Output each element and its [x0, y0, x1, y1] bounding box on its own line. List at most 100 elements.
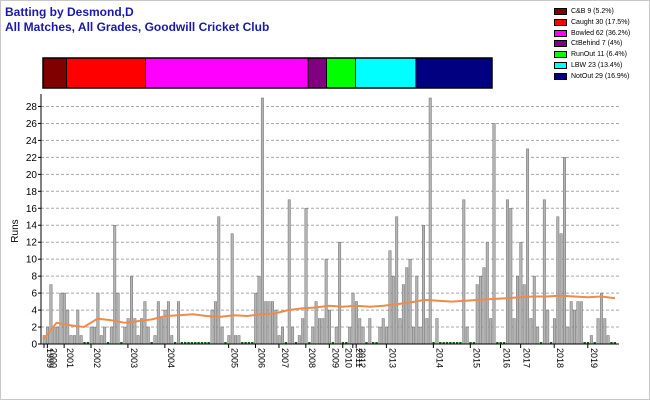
chart-subtitle: All Matches, All Grades, Goodwill Cricke… — [5, 20, 270, 34]
innings-bar — [83, 342, 86, 344]
innings-bar — [251, 342, 254, 344]
innings-bar — [432, 342, 435, 344]
innings-bar — [194, 342, 197, 344]
innings-bar — [354, 301, 358, 345]
legend: C&B 9 (5.2%) Caught 30 (17.5%) Bowled 62… — [552, 7, 646, 83]
innings-bar — [449, 342, 452, 344]
innings-bar — [341, 342, 345, 344]
innings-bar — [62, 292, 66, 345]
innings-bar — [257, 275, 261, 345]
innings-bar — [207, 342, 210, 344]
innings-bar — [123, 326, 127, 345]
y-tick-label: 16 — [26, 204, 38, 215]
year-label: 2013 — [387, 348, 397, 368]
innings-bar — [72, 335, 76, 345]
y-tick-label: 10 — [26, 255, 38, 266]
innings-bar — [150, 342, 153, 344]
year-label: 2007 — [280, 348, 290, 368]
innings-bar — [200, 342, 204, 344]
y-tick-label: 8 — [31, 272, 37, 283]
year-label: 2012 — [357, 348, 367, 368]
innings-bar — [573, 309, 577, 345]
innings-bar — [499, 342, 502, 344]
year-label: 2002 — [92, 348, 102, 368]
innings-bar — [254, 292, 258, 345]
legend-label: C&B 9 (5.2%) — [571, 8, 614, 15]
innings-bar — [260, 97, 264, 345]
legend-swatch — [554, 51, 567, 59]
innings-bar — [425, 318, 429, 345]
year-label: 2019 — [589, 348, 599, 368]
innings-bar — [516, 275, 519, 345]
innings-bar — [546, 309, 550, 345]
innings-bar — [301, 318, 305, 345]
year-label: 2010 — [344, 348, 354, 368]
year-label: 2018 — [555, 348, 565, 368]
dismissal-segment — [415, 57, 493, 89]
legend-swatch — [554, 18, 567, 26]
innings-bar — [472, 342, 476, 344]
innings-bar — [170, 335, 174, 345]
year-label: 2001 — [65, 348, 75, 368]
innings-bar — [197, 342, 200, 344]
y-tick-label: 0 — [31, 340, 37, 351]
innings-bar — [153, 335, 157, 345]
innings-bar — [338, 241, 342, 345]
y-axis-label: Runs — [10, 219, 21, 242]
innings-bar — [529, 318, 533, 345]
legend-item-runout: RunOut 11 (6.4%) — [552, 50, 646, 60]
innings-bar — [59, 292, 63, 345]
innings-bar — [526, 148, 530, 345]
innings-bar — [287, 199, 291, 345]
innings-bar — [459, 342, 462, 344]
dismissal-segment — [145, 57, 309, 89]
innings-bar — [583, 342, 586, 344]
innings-bar — [89, 326, 93, 345]
innings-bar — [465, 326, 469, 345]
innings-bar — [485, 241, 489, 345]
year-label: 2006 — [256, 348, 266, 368]
innings-bar — [264, 301, 268, 345]
innings-bar — [224, 342, 227, 344]
innings-bar — [509, 208, 513, 345]
innings-bar — [247, 342, 251, 344]
innings-bar — [106, 342, 110, 344]
innings-bar — [177, 301, 180, 345]
innings-bar — [334, 326, 338, 345]
innings-bar — [267, 301, 271, 345]
innings-bar — [586, 342, 590, 344]
innings-bar — [291, 326, 295, 345]
legend-item-lbw: LBW 23 (13.4%) — [552, 61, 646, 71]
innings-bar — [556, 216, 560, 345]
innings-bar — [502, 342, 506, 344]
innings-bar — [109, 326, 113, 345]
innings-bar — [522, 284, 526, 345]
y-tick-label: 26 — [26, 119, 38, 130]
legend-swatch — [554, 72, 567, 80]
innings-bar — [378, 326, 382, 345]
innings-bar — [375, 342, 378, 344]
innings-bar — [589, 335, 593, 345]
legend-item-caught: Caught 30 (17.5%) — [552, 18, 646, 28]
year-label: 2016 — [502, 348, 512, 368]
innings-bar — [220, 326, 224, 345]
innings-bar — [52, 326, 56, 345]
legend-label: CtBehind 7 (4%) — [571, 40, 623, 48]
innings-bar — [452, 342, 455, 344]
innings-bar — [120, 342, 123, 344]
innings-bar — [318, 318, 321, 345]
innings-bar — [143, 301, 147, 345]
innings-bar — [596, 318, 600, 345]
dismissal-segment — [66, 57, 146, 89]
innings-bar — [422, 224, 425, 345]
innings-bar — [277, 335, 281, 345]
legend-item-cb: C&B 9 (5.2%) — [552, 7, 646, 17]
legend-item-ctbehind: CtBehind 7 (4%) — [552, 39, 646, 49]
innings-bar — [93, 326, 97, 345]
innings-bar — [227, 335, 231, 345]
innings-bar — [482, 267, 486, 345]
dismissal-segment — [355, 57, 417, 89]
innings-bar — [385, 326, 389, 345]
